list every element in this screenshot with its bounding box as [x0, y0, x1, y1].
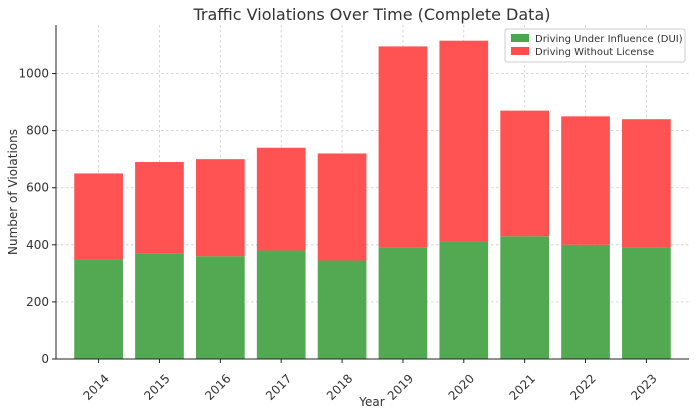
axes [52, 25, 689, 363]
y-tick-label: 200 [26, 295, 49, 309]
x-tick-label: 2019 [385, 371, 416, 402]
y-axis-label: Number of Violations [6, 129, 20, 255]
bar-dui-2016 [195, 256, 245, 359]
x-tick-label: 2022 [567, 371, 598, 402]
bar-no-license-2018 [317, 153, 367, 261]
x-axis-label: Year [358, 395, 384, 409]
legend: Driving Under Influence (DUI) Driving Wit… [504, 28, 686, 63]
x-tick-label: 2016 [202, 371, 233, 402]
bar-dui-2020 [439, 241, 489, 359]
bar-no-license-2021 [500, 110, 550, 237]
legend-box [504, 28, 686, 63]
bar-no-license-2019 [378, 46, 428, 248]
legend-label: Driving Under Influence (DUI) [535, 34, 683, 45]
y-tick-label: 0 [41, 352, 49, 366]
bar-dui-2023 [622, 247, 671, 359]
legend-label: Driving Without License [535, 47, 654, 58]
x-tick-label: 2014 [80, 371, 111, 402]
bar-dui-2017 [256, 250, 306, 359]
x-tick-label: 2021 [507, 371, 538, 402]
y-tick-label: 400 [26, 238, 49, 252]
x-tick-label: 2018 [324, 371, 355, 402]
y-tick-label: 800 [26, 124, 49, 138]
bar-no-license-2014 [74, 173, 123, 260]
bar-no-license-2020 [439, 40, 489, 242]
y-tick-label: 600 [26, 181, 49, 195]
x-tick-label: 2020 [446, 371, 477, 402]
y-tick-label: 1000 [18, 67, 49, 81]
bar-no-license-2015 [135, 162, 184, 254]
bar-dui-2022 [561, 244, 610, 359]
chart-title: Traffic Violations Over Time (Complete D… [193, 5, 551, 24]
bar-no-license-2022 [561, 116, 610, 245]
bar-dui-2018 [317, 260, 367, 359]
bars [74, 40, 671, 359]
x-tick-label: 2023 [628, 371, 659, 402]
bar-dui-2021 [500, 236, 550, 359]
legend-swatch [511, 47, 529, 55]
bar-no-license-2016 [195, 159, 245, 257]
bar-dui-2014 [74, 259, 123, 359]
bar-dui-2019 [378, 247, 428, 359]
x-tick-label: 2015 [141, 371, 172, 402]
legend-swatch [511, 34, 529, 42]
bar-no-license-2017 [256, 147, 306, 251]
bar-no-license-2023 [622, 119, 671, 248]
x-tick-label: 2017 [263, 371, 294, 402]
bar-dui-2015 [135, 253, 184, 359]
